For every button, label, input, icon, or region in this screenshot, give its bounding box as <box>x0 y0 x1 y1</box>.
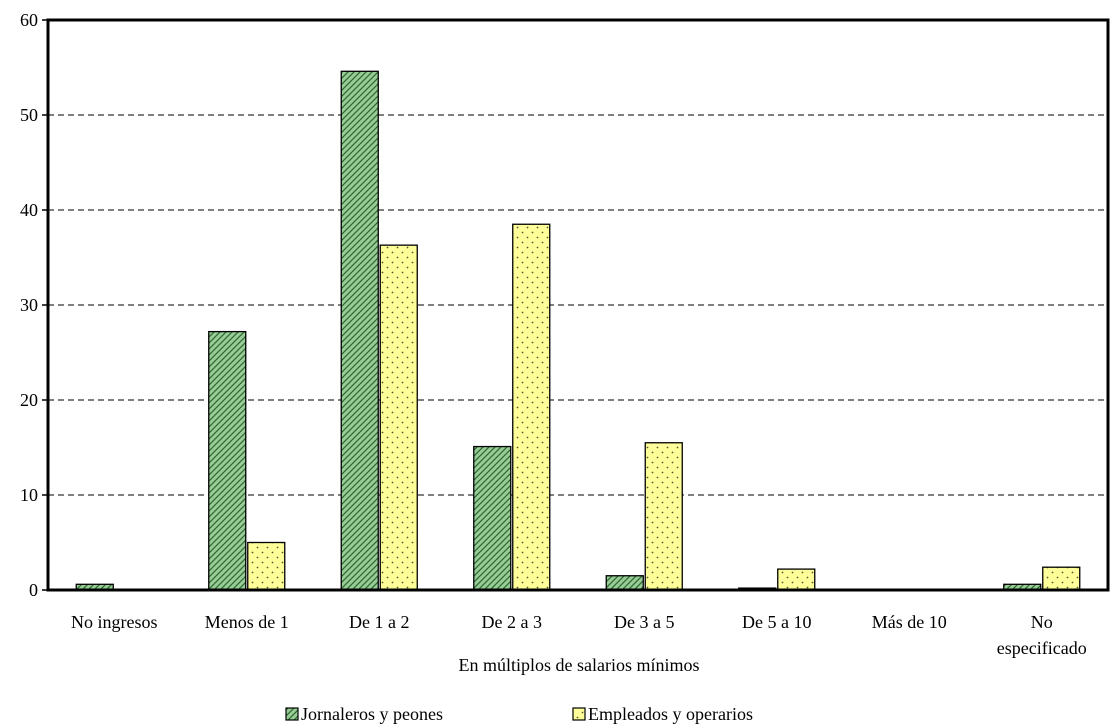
y-tick-label: 30 <box>20 295 38 315</box>
bar-empleados <box>777 568 816 591</box>
bar-jornaleros <box>340 70 379 591</box>
bar-empleados <box>644 442 683 591</box>
plot-frame <box>46 18 1110 592</box>
legend-swatch <box>572 707 586 721</box>
x-tick-label: De 3 a 5 <box>614 612 674 632</box>
x-tick-label: De 2 a 3 <box>482 612 542 632</box>
x-axis-title: En múltiplos de salarios mínimos <box>459 655 700 675</box>
bar-jornaleros <box>208 330 247 591</box>
bar-empleados <box>512 223 551 591</box>
bar-empleados <box>247 541 286 591</box>
x-tick-label: No ingresos <box>71 612 158 632</box>
bar-empleados <box>379 244 418 591</box>
x-tick-label: Más de 10 <box>872 612 947 632</box>
bar-empleados <box>1042 566 1081 591</box>
y-tick-label: 10 <box>20 485 38 505</box>
y-tick-label: 50 <box>20 105 38 125</box>
y-tick-labels: 0 10 20 30 40 50 60 <box>20 10 38 600</box>
axes <box>42 18 1110 592</box>
legend-label: Empleados y operarios <box>588 704 753 724</box>
gridlines <box>48 114 1108 496</box>
x-tick-label: No especificado <box>997 612 1087 658</box>
x-tick-label: De 5 a 10 <box>742 612 811 632</box>
y-tick-label: 60 <box>20 10 38 30</box>
legend: Jornaleros y peones Empleados y operarios <box>285 704 753 724</box>
y-tick-label: 0 <box>29 580 38 600</box>
bar-jornaleros <box>473 445 512 591</box>
bars-layer <box>75 70 1081 591</box>
y-tick-label: 40 <box>20 200 38 220</box>
legend-label: Jornaleros y peones <box>301 704 443 724</box>
x-tick-label: Menos de 1 <box>205 612 289 632</box>
x-tick-labels: No ingresos Menos de 1 De 1 a 2 De 2 a 3 De … <box>71 612 1087 658</box>
legend-swatch <box>285 707 299 721</box>
x-tick-label: De 1 a 2 <box>349 612 409 632</box>
y-tick-label: 20 <box>20 390 38 410</box>
bar-jornaleros <box>605 575 644 591</box>
